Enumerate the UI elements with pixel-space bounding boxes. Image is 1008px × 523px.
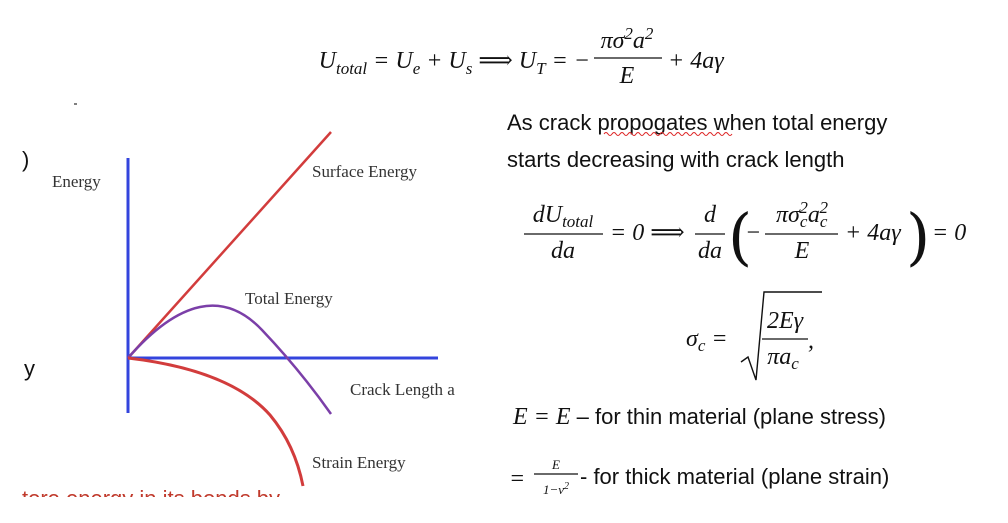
sub: c: [800, 212, 808, 231]
curve-label: Surface Energy: [312, 162, 417, 181]
surface-energy-curve: [127, 131, 332, 359]
sup: 2: [819, 198, 828, 217]
sym: + 4aγ: [668, 48, 724, 74]
numerator: 2Eγ: [767, 308, 804, 334]
sym: U: [319, 48, 338, 74]
sym: dU: [533, 202, 564, 228]
sym: πσ: [776, 202, 801, 228]
denominator: πac: [767, 344, 799, 373]
sym: πσ: [601, 28, 626, 54]
x-axis-label: Crack Length a: [350, 380, 455, 399]
sub: T: [536, 59, 547, 78]
spell-underline: [603, 132, 733, 136]
sub: c: [698, 336, 706, 355]
sup: 2: [645, 24, 654, 43]
numerator: E: [551, 457, 560, 472]
paren: ): [906, 200, 930, 273]
curve-label: Strain Energy: [312, 453, 406, 472]
numerator: dUtotal: [533, 202, 594, 231]
sub: total: [562, 212, 593, 231]
text: - for thick material (plane strain): [580, 464, 889, 489]
sup: 2: [799, 198, 808, 217]
sym: ⟹ U: [472, 48, 537, 74]
line: E = E – for thin material (plane stress): [512, 404, 886, 430]
fragment: ): [22, 147, 29, 172]
sup: 2: [624, 24, 633, 43]
numerator: πσ2a2: [601, 24, 654, 54]
sup: 2: [564, 481, 569, 492]
sym: + 4aγ: [845, 220, 901, 246]
sub: c: [820, 212, 828, 231]
sym: a: [808, 202, 820, 228]
numerator: πσc2ac2: [776, 198, 828, 231]
sym: a: [633, 28, 645, 54]
sym: = 0 ⟹: [610, 220, 685, 246]
sym: ,: [808, 328, 814, 354]
sym: =: [509, 466, 525, 492]
sub: e: [413, 59, 421, 78]
sub: total: [336, 59, 367, 78]
paren: (: [728, 200, 752, 273]
text: – for thin material (plane stress): [571, 404, 886, 429]
radical: [740, 291, 822, 381]
sym: = 0: [932, 220, 966, 246]
denominator: da: [698, 238, 722, 264]
fragment: y: [24, 356, 35, 381]
denominator: da: [551, 238, 575, 264]
sym: πa: [767, 344, 791, 370]
y-axis-label: Energy: [52, 172, 101, 191]
sym: 1−ν: [543, 482, 564, 497]
sub: s: [466, 59, 473, 78]
denominator: 1−ν2: [543, 481, 569, 497]
sym: = −: [546, 48, 590, 74]
paragraph-line: As crack propogates when total energy: [507, 110, 887, 135]
equation: Utotal = Ue + Us ⟹ UT = −: [319, 48, 590, 78]
sub: c: [791, 354, 799, 373]
text: when total energy: [708, 110, 888, 135]
numerator: d: [704, 202, 717, 228]
denominator: E: [794, 238, 810, 264]
paragraph-line: starts decreasing with crack length: [507, 147, 845, 172]
sym: σ: [686, 326, 699, 352]
sym: σc =: [686, 326, 728, 355]
misspelled-word: propogates: [597, 110, 707, 135]
curve-label: Total Energy: [245, 289, 333, 308]
total-energy-curve: [127, 304, 333, 415]
denominator: E: [619, 63, 635, 89]
sym: −: [745, 220, 761, 246]
strain-energy-curve: [127, 356, 305, 487]
fragment: tore energy in its bonds by: [22, 486, 280, 511]
sym: =: [705, 326, 727, 352]
sym: + U: [420, 48, 467, 74]
math: E = E: [512, 404, 571, 430]
sym: = U: [367, 48, 414, 74]
text: As crack: [507, 110, 597, 135]
clipped-fragment: tore energy in its bonds by: [22, 486, 280, 511]
